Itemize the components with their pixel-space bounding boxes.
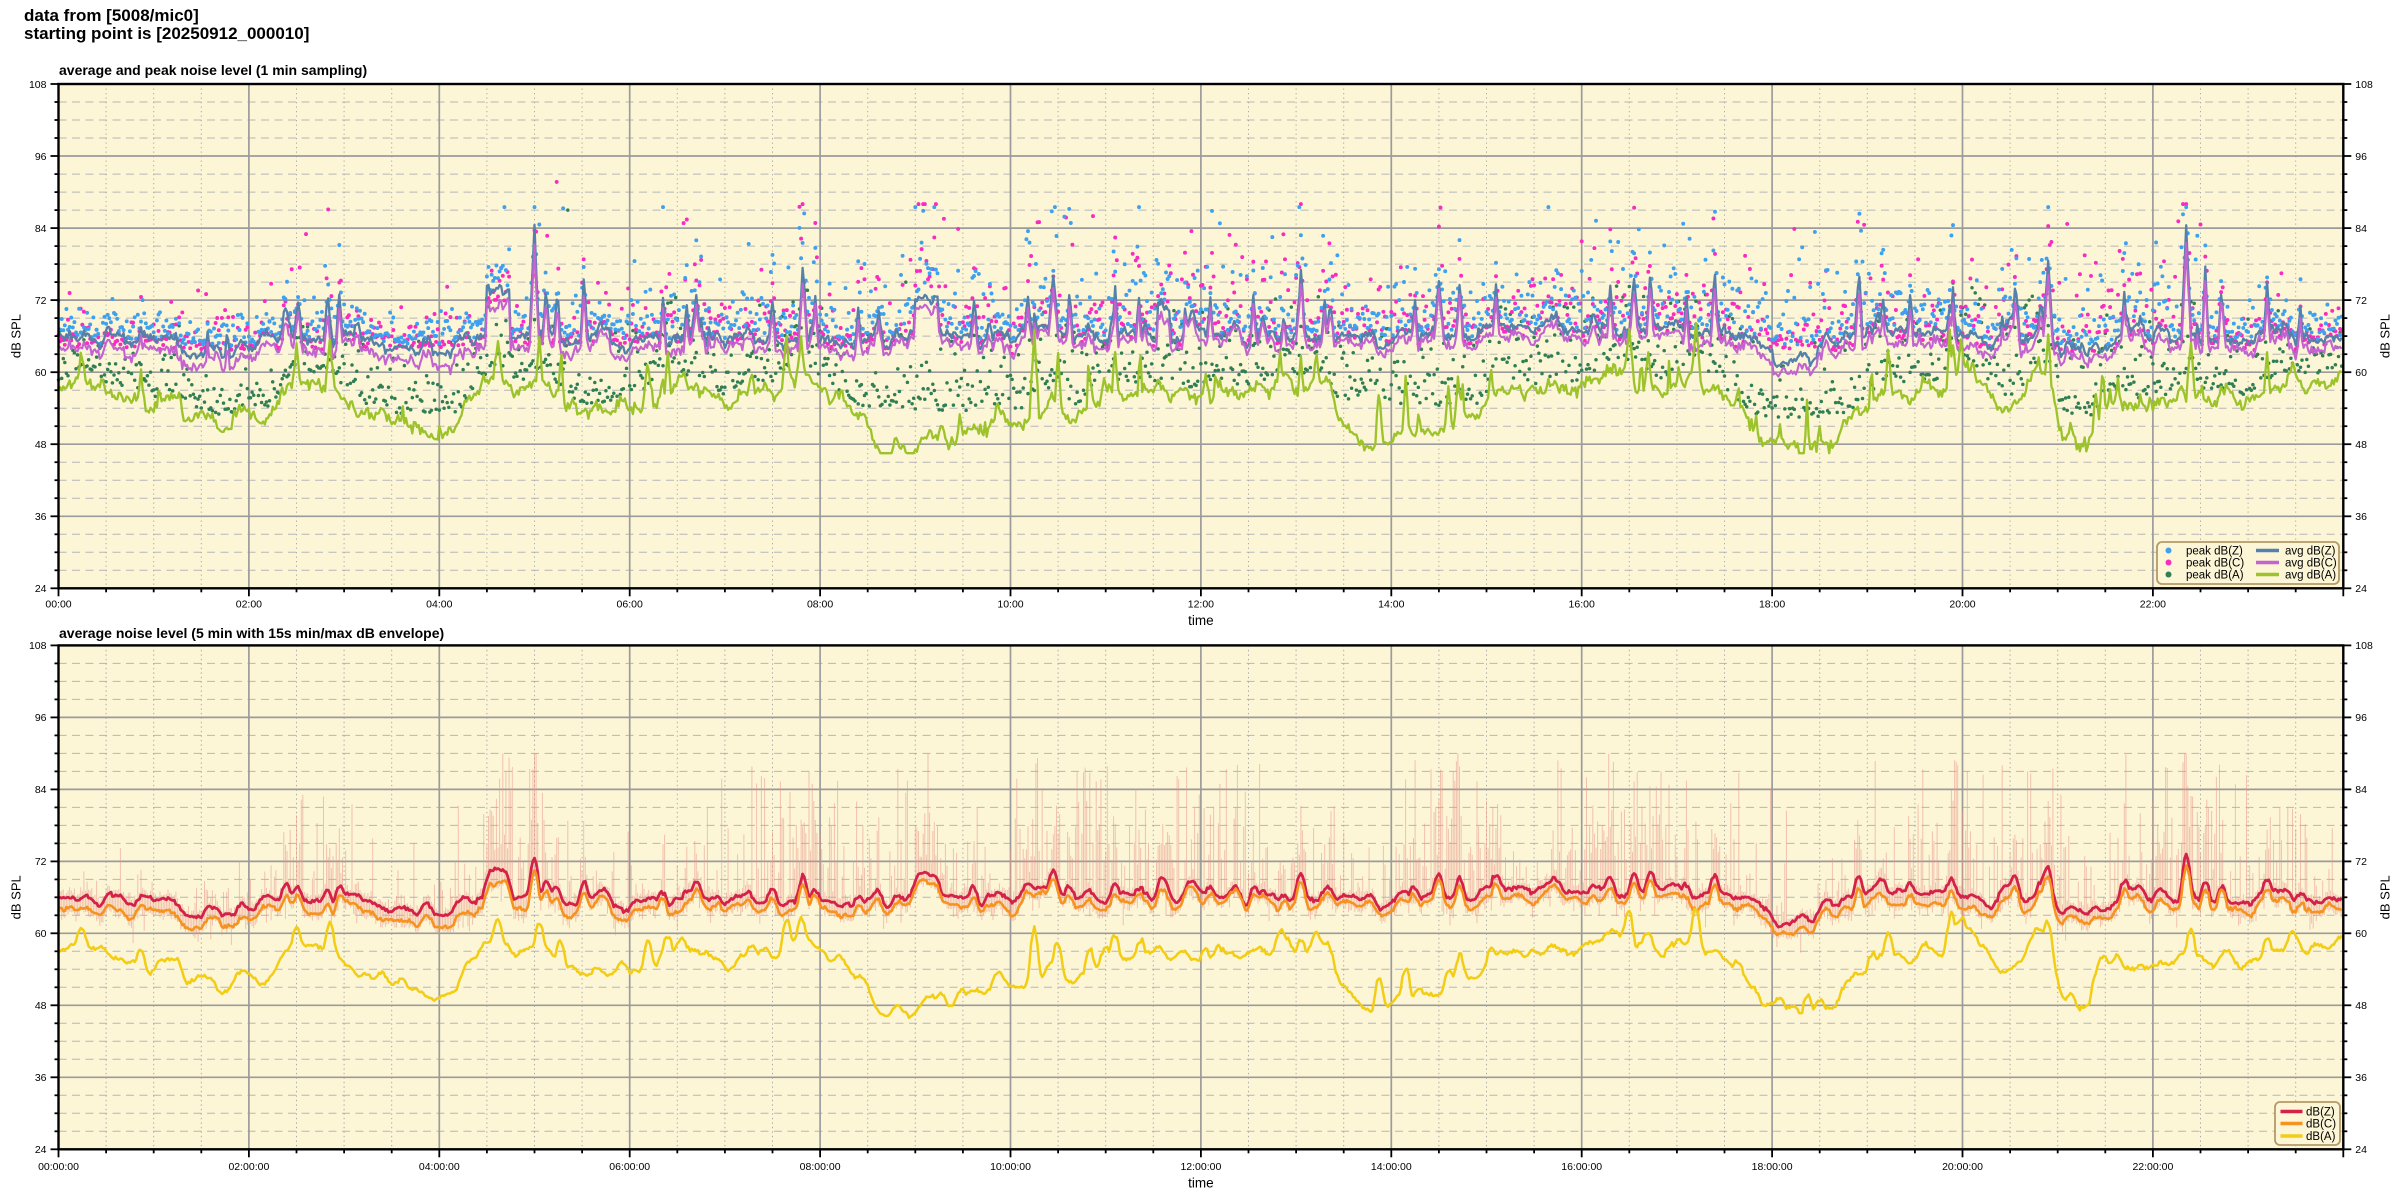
svg-text:16:00:00: 16:00:00 [1561, 1161, 1602, 1173]
svg-text:36: 36 [35, 1072, 47, 1084]
svg-text:72: 72 [35, 856, 47, 868]
svg-text:avg dB(Z): avg dB(Z) [2285, 546, 2336, 558]
svg-text:24: 24 [35, 1144, 47, 1156]
svg-text:average noise level (5 min wit: average noise level (5 min with 15s min/… [59, 625, 444, 641]
svg-text:04:00: 04:00 [426, 599, 452, 611]
svg-text:dB SPL: dB SPL [2378, 314, 2393, 358]
svg-text:48: 48 [2355, 439, 2367, 451]
svg-text:dB SPL: dB SPL [9, 314, 24, 358]
svg-text:14:00:00: 14:00:00 [1371, 1161, 1412, 1173]
svg-text:72: 72 [2355, 295, 2367, 307]
svg-text:avg dB(A): avg dB(A) [2285, 570, 2336, 582]
svg-text:60: 60 [2355, 367, 2367, 379]
svg-text:48: 48 [2355, 1000, 2367, 1012]
svg-text:peak dB(A): peak dB(A) [2186, 570, 2244, 582]
svg-text:10:00:00: 10:00:00 [990, 1161, 1031, 1173]
svg-text:108: 108 [29, 640, 47, 652]
svg-text:12:00: 12:00 [1188, 599, 1214, 611]
svg-text:36: 36 [2355, 1072, 2367, 1084]
svg-text:time: time [1188, 613, 1214, 628]
svg-text:24: 24 [2355, 583, 2367, 595]
svg-text:18:00: 18:00 [1759, 599, 1785, 611]
svg-text:108: 108 [2355, 640, 2373, 652]
svg-text:04:00:00: 04:00:00 [419, 1161, 460, 1173]
svg-text:72: 72 [35, 295, 47, 307]
svg-text:16:00: 16:00 [1569, 599, 1595, 611]
svg-text:dB(Z): dB(Z) [2306, 1107, 2335, 1119]
svg-text:avg dB(C): avg dB(C) [2285, 558, 2337, 570]
svg-text:60: 60 [35, 367, 47, 379]
svg-text:22:00:00: 22:00:00 [2132, 1161, 2173, 1173]
svg-text:108: 108 [29, 79, 47, 91]
svg-text:14:00: 14:00 [1378, 599, 1404, 611]
svg-text:02:00:00: 02:00:00 [228, 1161, 269, 1173]
svg-text:84: 84 [2355, 784, 2367, 796]
svg-text:60: 60 [2355, 928, 2367, 940]
svg-text:84: 84 [35, 223, 47, 235]
svg-text:20:00:00: 20:00:00 [1942, 1161, 1983, 1173]
svg-text:10:00: 10:00 [997, 599, 1023, 611]
svg-text:20:00: 20:00 [1949, 599, 1975, 611]
svg-text:72: 72 [2355, 856, 2367, 868]
svg-text:dB(A): dB(A) [2306, 1131, 2336, 1143]
svg-text:02:00: 02:00 [236, 599, 262, 611]
svg-text:peak dB(Z): peak dB(Z) [2186, 546, 2243, 558]
svg-text:06:00: 06:00 [617, 599, 643, 611]
svg-text:data from [5008/mic0]: data from [5008/mic0] [24, 6, 199, 25]
svg-text:08:00:00: 08:00:00 [800, 1161, 841, 1173]
svg-text:24: 24 [2355, 1144, 2367, 1156]
svg-text:time: time [1188, 1176, 1214, 1191]
svg-text:96: 96 [2355, 712, 2367, 724]
svg-text:12:00:00: 12:00:00 [1180, 1161, 1221, 1173]
svg-text:dB SPL: dB SPL [9, 875, 24, 919]
svg-text:84: 84 [2355, 223, 2367, 235]
svg-text:24: 24 [35, 583, 47, 595]
svg-text:peak dB(C): peak dB(C) [2186, 558, 2244, 570]
svg-text:96: 96 [2355, 151, 2367, 163]
svg-text:average and peak noise level (: average and peak noise level (1 min samp… [59, 62, 367, 78]
svg-text:96: 96 [35, 712, 47, 724]
svg-text:84: 84 [35, 784, 47, 796]
svg-text:60: 60 [35, 928, 47, 940]
svg-text:08:00: 08:00 [807, 599, 833, 611]
svg-text:48: 48 [35, 439, 47, 451]
svg-text:96: 96 [35, 151, 47, 163]
svg-text:00:00: 00:00 [45, 599, 71, 611]
svg-text:36: 36 [2355, 511, 2367, 523]
svg-text:18:00:00: 18:00:00 [1752, 1161, 1793, 1173]
svg-text:108: 108 [2355, 79, 2373, 91]
svg-text:48: 48 [35, 1000, 47, 1012]
svg-text:36: 36 [35, 511, 47, 523]
svg-text:dB SPL: dB SPL [2378, 875, 2393, 919]
svg-text:06:00:00: 06:00:00 [609, 1161, 650, 1173]
svg-text:dB(C): dB(C) [2306, 1119, 2336, 1131]
svg-text:starting point is [20250912_00: starting point is [20250912_000010] [24, 24, 309, 43]
svg-text:00:00:00: 00:00:00 [38, 1161, 79, 1173]
svg-text:22:00: 22:00 [2140, 599, 2166, 611]
